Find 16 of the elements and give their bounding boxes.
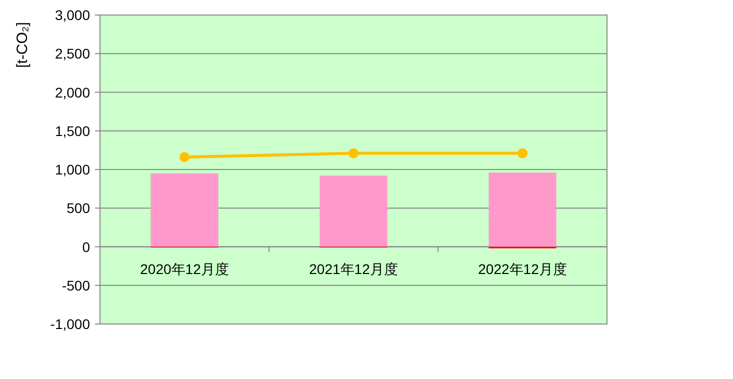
y-tick-label: 1,000 bbox=[54, 162, 90, 178]
y-tick-label: 2,500 bbox=[54, 46, 90, 62]
y-tick-label: -500 bbox=[62, 277, 90, 294]
bar bbox=[488, 172, 556, 247]
y-tick-label: 500 bbox=[66, 200, 90, 216]
y-tick-label: 2,000 bbox=[54, 84, 90, 100]
x-tick-label: 2022年12月度 bbox=[478, 260, 567, 277]
y-axis-title: [t-CO₂] bbox=[14, 22, 31, 68]
x-tick-label: 2020年12月度 bbox=[140, 260, 229, 277]
bar bbox=[320, 176, 388, 247]
y-tick-label: 3,000 bbox=[54, 7, 90, 23]
y-tick-label: 0 bbox=[82, 238, 90, 255]
y-tick-label: -1,000 bbox=[50, 316, 90, 332]
bar bbox=[150, 173, 218, 247]
x-tick-label: 2021年12月度 bbox=[309, 260, 398, 277]
y-tick-label: 1,500 bbox=[54, 122, 90, 139]
